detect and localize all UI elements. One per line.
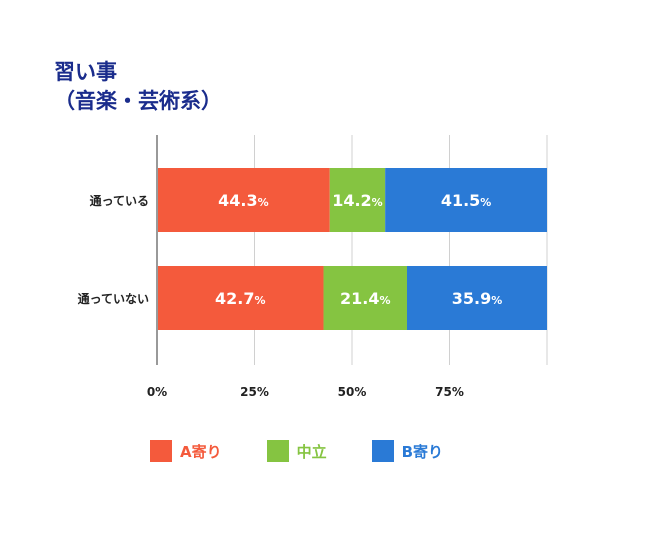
bar-segment bbox=[385, 168, 547, 232]
x-tick-label: 0% bbox=[147, 385, 167, 399]
legend-swatch bbox=[371, 440, 394, 462]
bar-segment bbox=[157, 266, 324, 330]
legend: A寄り 中立 B寄り bbox=[150, 440, 488, 462]
category-label: 通っていない bbox=[78, 291, 149, 306]
legend-swatch bbox=[150, 440, 172, 462]
chart-title-line2: （音楽・芸術系） bbox=[54, 89, 222, 113]
data-label: 14.2% bbox=[332, 191, 383, 210]
chart-title-line1: 習い事 bbox=[54, 60, 117, 84]
x-tick-label: 25% bbox=[240, 385, 269, 399]
data-label: 21.4% bbox=[340, 289, 391, 308]
legend-item: 中立 bbox=[266, 440, 327, 462]
data-label: 42.7% bbox=[215, 289, 266, 308]
legend-label: 中立 bbox=[296, 442, 327, 461]
data-labels: 44.3% 14.2% 41.5% 42.7% 21.4% 35.9% bbox=[215, 191, 502, 308]
category-label: 通っている bbox=[90, 193, 149, 208]
x-tick-label: 75% bbox=[435, 385, 464, 399]
chart-title: 習い事 （音楽・芸術系） bbox=[54, 58, 222, 116]
bar-segment bbox=[323, 266, 407, 330]
bar-segment bbox=[157, 168, 330, 232]
bar-segment bbox=[406, 266, 547, 330]
data-label: 35.9% bbox=[452, 289, 503, 308]
legend-item: B寄り bbox=[371, 440, 444, 462]
data-label: 41.5% bbox=[441, 191, 492, 210]
legend-item: A寄り bbox=[150, 440, 222, 462]
legend-swatch bbox=[266, 440, 289, 462]
x-tick-label: 50% bbox=[338, 385, 367, 399]
data-label: 44.3% bbox=[218, 191, 269, 210]
legend-label: A寄り bbox=[180, 442, 222, 461]
bars bbox=[157, 168, 547, 330]
legend-label: B寄り bbox=[401, 442, 444, 461]
bar-segment bbox=[329, 168, 386, 232]
